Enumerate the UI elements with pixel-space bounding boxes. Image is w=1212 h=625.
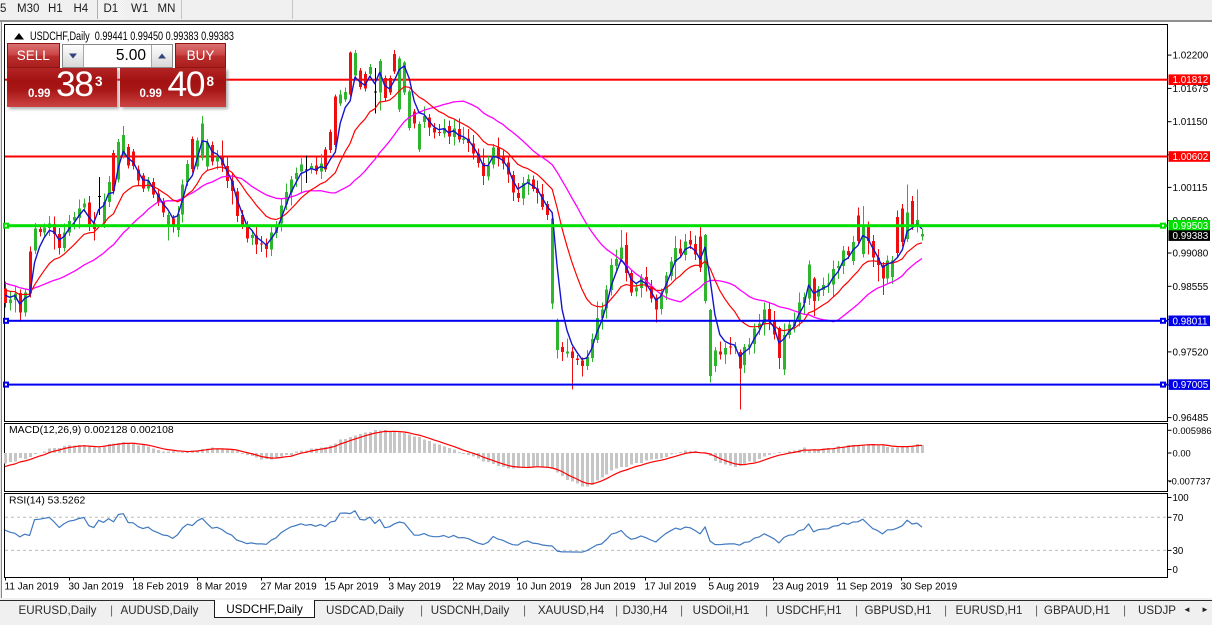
svg-text:11 Jan 2019: 11 Jan 2019 [5,581,60,592]
svg-text:0.98555: 0.98555 [1173,282,1209,293]
svg-text:15 Apr 2019: 15 Apr 2019 [325,581,379,592]
svg-text:1.00602: 1.00602 [1173,152,1209,163]
svg-text:30 Sep 2019: 30 Sep 2019 [901,581,958,592]
svg-text:1.01675: 1.01675 [1173,84,1209,95]
svg-text:1.02200: 1.02200 [1173,51,1209,62]
svg-text:3 May 2019: 3 May 2019 [389,581,442,592]
svg-text:70: 70 [1173,513,1184,524]
svg-text:1.00115: 1.00115 [1173,183,1208,194]
svg-text:USDCHF,Daily 0.99441 0.99450: USDCHF,Daily 0.99441 0.99450 0.99383 0.9… [30,29,234,43]
svg-text:11 Sep 2019: 11 Sep 2019 [837,581,893,592]
svg-text:1.01812: 1.01812 [1173,75,1209,86]
svg-text:17 Jul 2019: 17 Jul 2019 [645,581,697,592]
svg-text:0.005986: 0.005986 [1173,425,1212,436]
svg-text:0.00: 0.00 [1173,448,1191,459]
svg-text:10 Jun 2019: 10 Jun 2019 [517,581,572,592]
svg-text:0.99503: 0.99503 [1173,221,1209,232]
svg-text:100: 100 [1173,493,1190,504]
svg-text:-0.007737: -0.007737 [1169,475,1211,486]
svg-text:MACD(12,26,9) 0.002128 0.00210: MACD(12,26,9) 0.002128 0.002108 [9,425,174,436]
svg-text:23 Aug 2019: 23 Aug 2019 [773,581,830,592]
svg-text:27 Mar 2019: 27 Mar 2019 [261,581,318,592]
svg-text:0.96485: 0.96485 [1173,413,1209,424]
svg-text:0.99383: 0.99383 [1173,231,1209,242]
svg-text:18 Feb 2019: 18 Feb 2019 [133,581,190,592]
svg-text:0: 0 [1173,565,1179,576]
svg-text:30 Jan 2019: 30 Jan 2019 [69,581,124,592]
svg-text:8 Mar 2019: 8 Mar 2019 [197,581,248,592]
svg-text:22 May 2019: 22 May 2019 [453,581,511,592]
svg-text:5 Aug 2019: 5 Aug 2019 [709,581,760,592]
svg-text:0.98011: 0.98011 [1173,316,1208,327]
svg-text:30: 30 [1173,546,1184,557]
svg-text:28 Jun 2019: 28 Jun 2019 [581,581,636,592]
svg-text:0.99080: 0.99080 [1173,249,1209,260]
svg-text:0.97005: 0.97005 [1173,380,1209,391]
svg-text:RSI(14) 53.5262: RSI(14) 53.5262 [9,496,85,507]
svg-text:1.01150: 1.01150 [1173,117,1208,128]
svg-text:0.97520: 0.97520 [1173,347,1209,358]
